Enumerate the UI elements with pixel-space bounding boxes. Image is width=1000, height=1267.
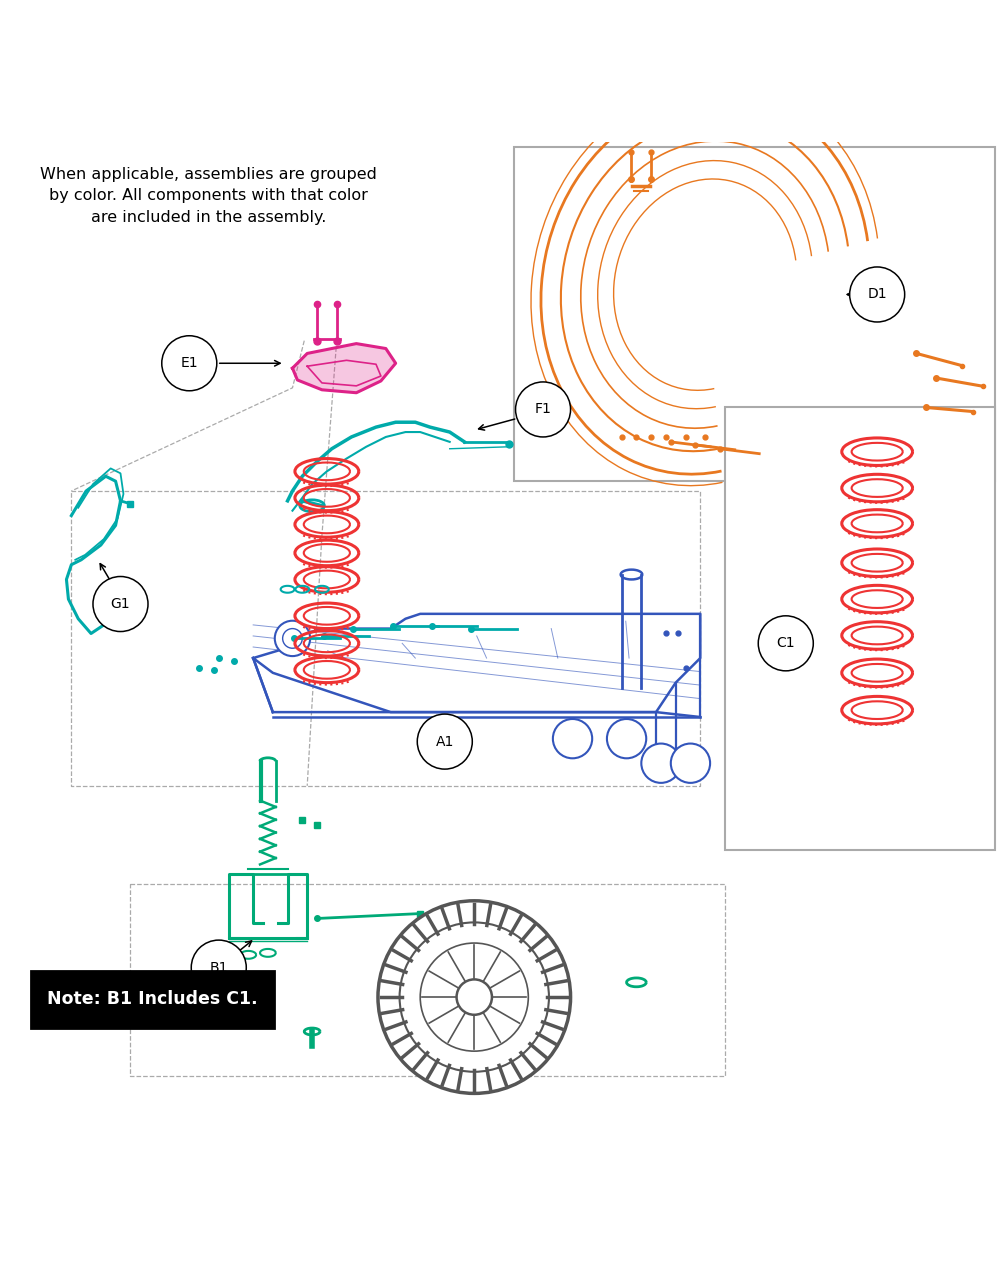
Circle shape [516, 381, 571, 437]
Circle shape [641, 744, 681, 783]
Bar [725, 408, 995, 850]
Text: F1: F1 [535, 403, 551, 417]
Circle shape [850, 267, 905, 322]
Text: G1: G1 [111, 597, 130, 611]
Text: E1: E1 [180, 356, 198, 370]
Circle shape [671, 744, 710, 783]
Text: by color. All components with that color: by color. All components with that color [49, 189, 368, 203]
Circle shape [420, 943, 528, 1052]
Polygon shape [292, 343, 396, 393]
Bar [514, 147, 995, 481]
Circle shape [191, 940, 246, 995]
FancyBboxPatch shape [31, 971, 274, 1028]
Text: C1: C1 [776, 636, 795, 650]
Circle shape [162, 336, 217, 390]
Circle shape [378, 901, 571, 1093]
Circle shape [553, 718, 592, 759]
Circle shape [417, 715, 472, 769]
Text: A1: A1 [436, 735, 454, 749]
Circle shape [607, 718, 646, 759]
Circle shape [93, 576, 148, 631]
Text: B1: B1 [210, 960, 228, 974]
Text: D1: D1 [867, 288, 887, 302]
Circle shape [283, 628, 302, 649]
Circle shape [457, 979, 492, 1015]
Text: When applicable, assemblies are grouped: When applicable, assemblies are grouped [40, 167, 377, 181]
Circle shape [275, 621, 310, 656]
Text: Note: B1 Includes C1.: Note: B1 Includes C1. [47, 990, 258, 1009]
Circle shape [758, 616, 813, 670]
Circle shape [400, 922, 549, 1072]
Text: are included in the assembly.: are included in the assembly. [91, 210, 327, 226]
